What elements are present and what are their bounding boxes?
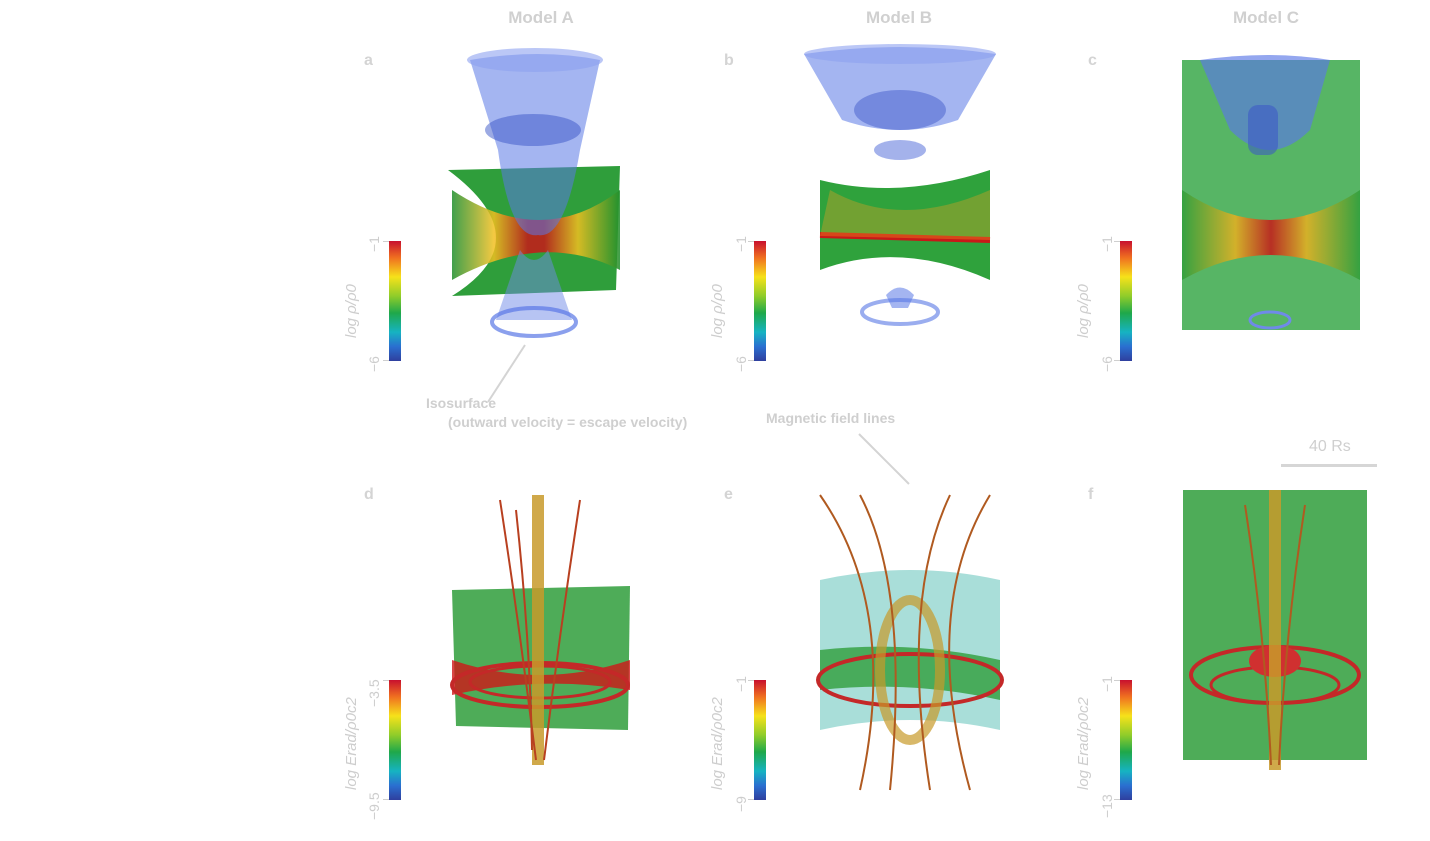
colorbar-e-max-label: −1: [733, 676, 749, 692]
field-line-ring-e: [816, 652, 1004, 708]
panel-letter-f: f: [1088, 486, 1094, 503]
colorbar-e-min-label: −9: [733, 796, 749, 812]
scale-bar: [1281, 464, 1377, 467]
isosurface-lower-ring-a: [490, 306, 578, 338]
colorbar-d: [389, 680, 401, 800]
colorbar-a-min-label: −6: [366, 356, 382, 372]
colorbar-c: [1120, 241, 1132, 361]
panel-letter-e: e: [724, 486, 733, 503]
colorbar-e-tick-top: [748, 680, 754, 681]
colorbar-b-tick-bottom: [748, 360, 754, 361]
colorbar-e: [754, 680, 766, 800]
field-lines-annotation: Magnetic field lines: [766, 410, 896, 426]
colorbar-c-tick-top: [1114, 241, 1120, 242]
field-lines-f: [1244, 504, 1306, 766]
isosurface-lower-a: [496, 250, 572, 320]
colorbar-d-tick-bottom: [383, 799, 389, 800]
colorbar-c-max-label: −1: [1099, 236, 1115, 252]
colorbar-f-axis-label: log Erad/ρ0c2: [1075, 697, 1092, 790]
colorbar-f-max-label: −1: [1099, 676, 1115, 692]
colorbar-f-tick-bottom: [1114, 799, 1120, 800]
colorbar-f: [1120, 680, 1132, 800]
field-lines-e: [819, 494, 991, 791]
field-lines-pointer: [858, 433, 910, 485]
panel-b-visualization: [804, 44, 996, 326]
colorbar-a-axis-label: log ρ/ρ0: [343, 284, 360, 338]
colorbar-d-tick-top: [383, 680, 389, 681]
colorbar-f-min-label: −13: [1099, 794, 1115, 818]
colorbar-e-axis-label: log Erad/ρ0c2: [709, 697, 726, 790]
isosurface-upper-rim-a: [467, 48, 603, 72]
radiation-disk-e: [820, 646, 1000, 700]
isosurface-upper-b: [804, 47, 996, 130]
scale-bar-label: 40 Rs: [1309, 438, 1351, 455]
isosurface-upper-rim-b: [804, 44, 996, 64]
model-c-title: Model C: [1232, 8, 1300, 27]
density-warm-b: [820, 190, 990, 240]
colorbar-f-tick-top: [1114, 680, 1120, 681]
colorbar-b-min-label: −6: [733, 356, 749, 372]
isosurface-upper-c: [1200, 55, 1330, 150]
colorbar-a-tick-bottom: [383, 360, 389, 361]
density-block-b: [820, 170, 990, 280]
panel-d-visualization: [450, 495, 630, 765]
isosurface-annotation-detail: (outward velocity = escape velocity): [448, 414, 688, 430]
colorbar-c-min-label: −6: [1099, 356, 1115, 372]
isosurface-inner-b: [854, 90, 946, 130]
field-lines-d: [499, 499, 581, 761]
model-b-title: Model B: [865, 8, 933, 27]
panel-f-visualization: [1183, 490, 1367, 770]
colorbar-b-tick-top: [748, 241, 754, 242]
colorbar-a: [389, 241, 401, 361]
colorbar-c-axis-label: log ρ/ρ0: [1075, 284, 1092, 338]
colorbar-a-max-label: −1: [366, 236, 382, 252]
colorbar-b-axis-label: log ρ/ρ0: [709, 284, 726, 338]
colorbar-d-axis-label: log Erad/ρ0c2: [343, 697, 360, 790]
colorbar-d-max-label: −3.5: [366, 679, 382, 707]
colorbar-b: [754, 241, 766, 361]
colorbar-d-min-label: −9.5: [366, 792, 382, 820]
panel-letter-a: a: [364, 52, 373, 69]
isosurface-inner-c: [1248, 105, 1278, 155]
colorbar-e-tick-bottom: [748, 799, 754, 800]
colorbar-a-tick-top: [383, 241, 389, 242]
isosurface-annotation: Isosurface: [426, 395, 497, 411]
isosurface-inner-a: [485, 114, 581, 146]
panel-letter-b: b: [724, 52, 734, 69]
isosurface-lower-b: [886, 287, 914, 308]
field-line-jet-f: [1269, 490, 1281, 770]
isosurface-pointer: [487, 344, 526, 403]
colorbar-b-max-label: −1: [733, 236, 749, 252]
panel-c-visualization: [1182, 55, 1360, 330]
isosurface-lower-ring-c: [1248, 310, 1292, 330]
field-line-coil-e: [875, 595, 945, 745]
colorbar-c-tick-bottom: [1114, 360, 1120, 361]
panel-e-visualization: [816, 494, 1004, 791]
panel-letter-c: c: [1088, 52, 1097, 69]
field-line-jet-d: [532, 495, 544, 765]
panel-letter-d: d: [364, 486, 374, 503]
isosurface-small-b: [874, 140, 926, 160]
density-midplane-c: [1182, 190, 1360, 280]
panel-a-visualization: [448, 48, 620, 338]
model-a-title: Model A: [508, 8, 574, 27]
density-midplane-b: [819, 232, 991, 243]
